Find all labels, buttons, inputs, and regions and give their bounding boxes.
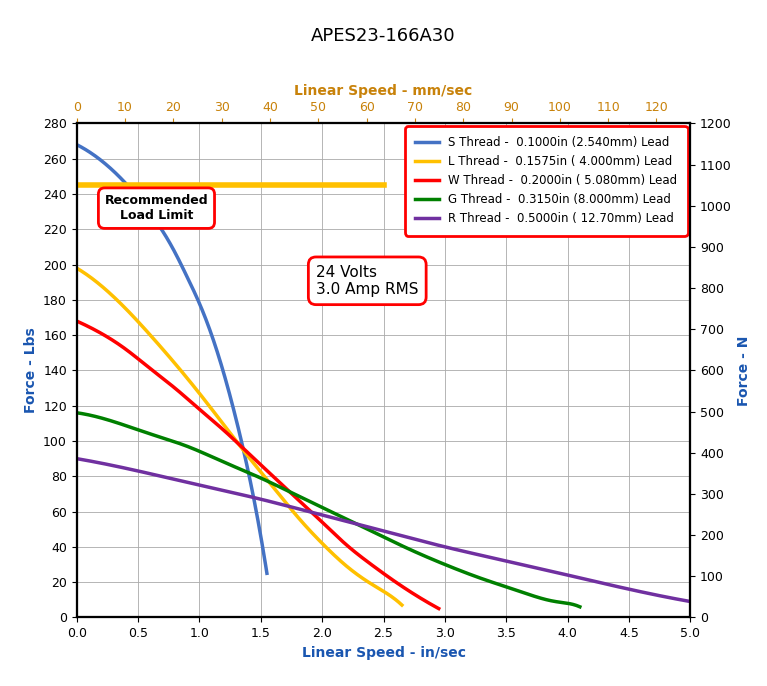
Line: W Thread -  0.2000in ( 5.080mm) Lead: W Thread - 0.2000in ( 5.080mm) Lead <box>77 321 439 608</box>
R Thread -  0.5000in ( 12.70mm) Lead <box>72 455 81 463</box>
L Thread -  0.1575in ( 4.000mm) Lead <box>397 601 407 609</box>
Line: L Thread -  0.1575in ( 4.000mm) Lead: L Thread - 0.1575in ( 4.000mm) Lead <box>77 268 402 605</box>
L Thread -  0.1575in ( 4.000mm) Lead <box>367 580 376 588</box>
Line: S Thread -  0.1000in (2.540mm) Lead: S Thread - 0.1000in (2.540mm) Lead <box>77 145 267 573</box>
G Thread -  0.3150in (8.000mm) Lead <box>74 409 83 417</box>
S Thread -  0.1000in (2.540mm) Lead <box>262 569 272 578</box>
R Thread -  0.5000in ( 12.70mm) Lead <box>437 542 446 550</box>
W Thread -  0.2000in ( 5.080mm) Lead <box>74 318 83 326</box>
R Thread -  0.5000in ( 12.70mm) Lead <box>589 577 598 585</box>
L Thread -  0.1575in ( 4.000mm) Lead <box>72 264 81 272</box>
L Thread -  0.1575in ( 4.000mm) Lead <box>265 480 275 488</box>
S Thread -  0.1000in (2.540mm) Lead <box>189 285 198 294</box>
G Thread -  0.3150in (8.000mm) Lead <box>528 591 538 600</box>
Text: APES23-166A30: APES23-166A30 <box>311 27 456 45</box>
S Thread -  0.1000in (2.540mm) Lead <box>73 141 82 149</box>
L Thread -  0.1575in ( 4.000mm) Lead <box>73 265 82 273</box>
W Thread -  0.2000in ( 5.080mm) Lead <box>288 490 297 498</box>
W Thread -  0.2000in ( 5.080mm) Lead <box>434 604 443 613</box>
S Thread -  0.1000in (2.540mm) Lead <box>186 279 195 287</box>
Line: R Thread -  0.5000in ( 12.70mm) Lead: R Thread - 0.5000in ( 12.70mm) Lead <box>77 459 690 602</box>
S Thread -  0.1000in (2.540mm) Lead <box>72 141 81 149</box>
R Thread -  0.5000in ( 12.70mm) Lead <box>686 598 695 606</box>
W Thread -  0.2000in ( 5.080mm) Lead <box>400 584 410 592</box>
Legend: S Thread -  0.1000in (2.540mm) Lead, L Thread -  0.1575in ( 4.000mm) Lead, W Thr: S Thread - 0.1000in (2.540mm) Lead, L Th… <box>408 130 684 232</box>
L Thread -  0.1575in ( 4.000mm) Lead <box>346 565 355 573</box>
G Thread -  0.3150in (8.000mm) Lead <box>575 603 584 611</box>
G Thread -  0.3150in (8.000mm) Lead <box>72 409 81 417</box>
G Thread -  0.3150in (8.000mm) Lead <box>372 530 381 538</box>
W Thread -  0.2000in ( 5.080mm) Lead <box>72 317 81 325</box>
W Thread -  0.2000in ( 5.080mm) Lead <box>294 496 303 504</box>
S Thread -  0.1000in (2.540mm) Lead <box>185 277 194 285</box>
G Thread -  0.3150in (8.000mm) Lead <box>380 534 389 542</box>
X-axis label: Linear Speed - mm/sec: Linear Speed - mm/sec <box>295 84 472 98</box>
G Thread -  0.3150in (8.000mm) Lead <box>496 581 505 589</box>
R Thread -  0.5000in ( 12.70mm) Lead <box>628 586 637 594</box>
Y-axis label: Force - N: Force - N <box>737 335 752 405</box>
W Thread -  0.2000in ( 5.080mm) Lead <box>286 489 295 497</box>
Text: 24 Volts
3.0 Amp RMS: 24 Volts 3.0 Amp RMS <box>316 265 419 297</box>
L Thread -  0.1575in ( 4.000mm) Lead <box>272 486 281 495</box>
X-axis label: Linear Speed - in/sec: Linear Speed - in/sec <box>301 646 466 660</box>
Line: G Thread -  0.3150in (8.000mm) Lead: G Thread - 0.3150in (8.000mm) Lead <box>77 413 580 607</box>
Y-axis label: Force - Lbs: Force - Lbs <box>24 328 38 413</box>
R Thread -  0.5000in ( 12.70mm) Lead <box>436 541 445 549</box>
R Thread -  0.5000in ( 12.70mm) Lead <box>448 545 457 553</box>
R Thread -  0.5000in ( 12.70mm) Lead <box>74 455 84 463</box>
S Thread -  0.1000in (2.540mm) Lead <box>232 419 242 427</box>
W Thread -  0.2000in ( 5.080mm) Lead <box>377 568 387 576</box>
G Thread -  0.3150in (8.000mm) Lead <box>370 528 379 536</box>
S Thread -  0.1000in (2.540mm) Lead <box>245 471 254 480</box>
L Thread -  0.1575in ( 4.000mm) Lead <box>265 478 274 486</box>
Text: Recommended
Load Limit: Recommended Load Limit <box>104 194 209 222</box>
